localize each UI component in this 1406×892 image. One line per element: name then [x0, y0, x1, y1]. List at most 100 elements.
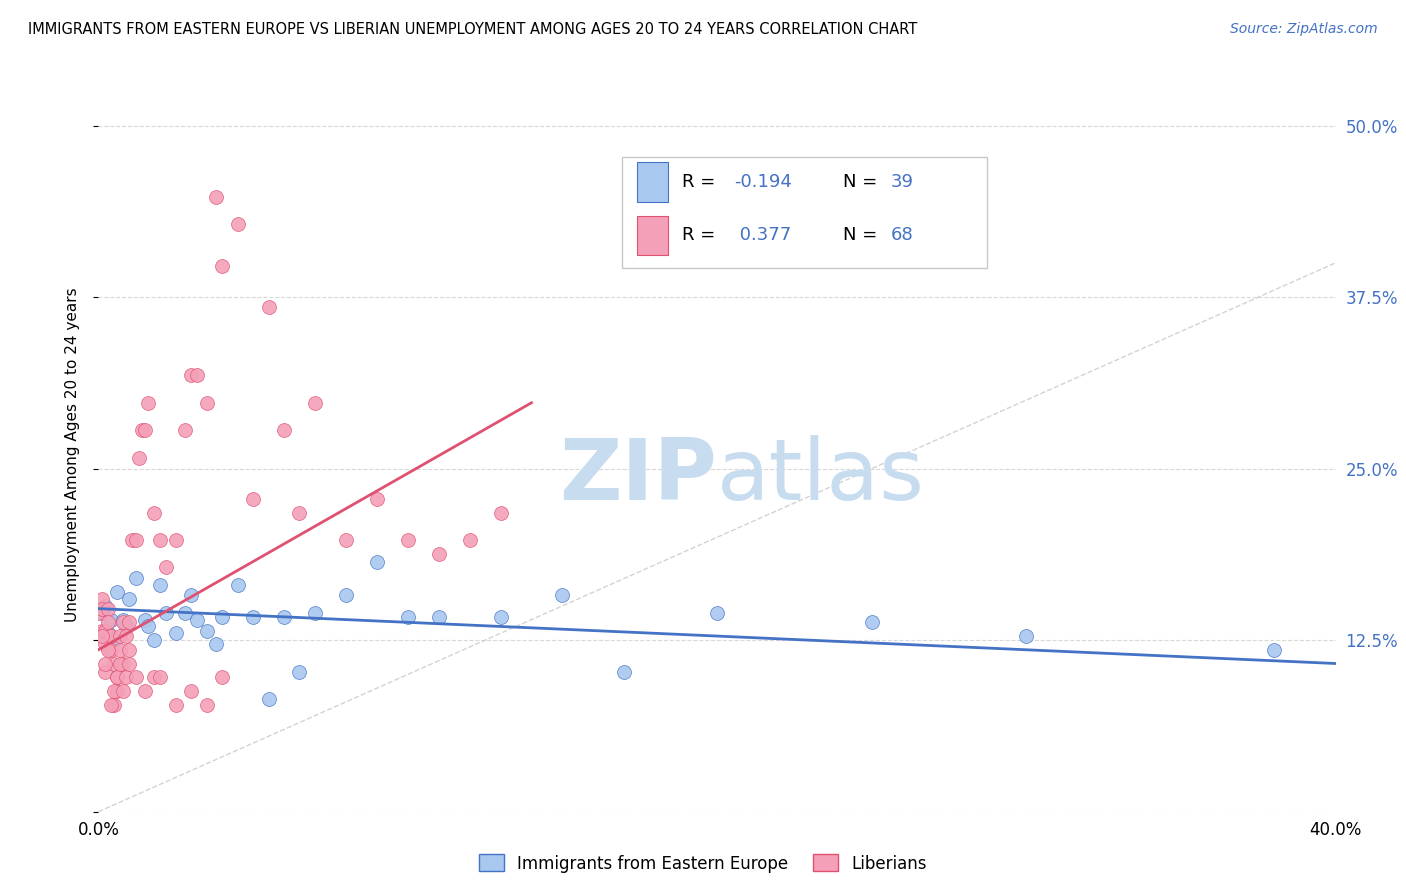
Point [103, 657, 125, 671]
Point [427, 610, 450, 624]
Point [90, 624, 112, 638]
Point [100, 629, 122, 643]
Point [304, 606, 326, 620]
Text: N =: N = [844, 227, 883, 244]
Point [108, 657, 131, 671]
Point [112, 615, 135, 630]
Point [613, 665, 636, 679]
Point [93, 599, 115, 613]
Point [149, 578, 172, 592]
Point [186, 613, 208, 627]
Point [136, 619, 159, 633]
Point [134, 684, 156, 698]
Point [93, 637, 115, 651]
Point [105, 670, 128, 684]
Point [115, 619, 138, 633]
Point [366, 491, 388, 506]
Point [90, 601, 112, 615]
Text: R =: R = [682, 173, 721, 191]
Point [93, 665, 115, 679]
Point [143, 670, 166, 684]
Point [489, 610, 512, 624]
Point [174, 606, 197, 620]
Point [97, 615, 120, 630]
Point [100, 613, 122, 627]
Point [288, 506, 311, 520]
Point [108, 642, 131, 657]
Point [128, 450, 150, 465]
Point [174, 423, 197, 437]
Point [242, 610, 264, 624]
Point [304, 396, 326, 410]
Point [100, 698, 122, 712]
Point [211, 610, 233, 624]
Point [149, 533, 172, 547]
Point [288, 665, 311, 679]
Point [458, 533, 481, 547]
Point [205, 190, 228, 204]
Point [489, 506, 512, 520]
Point [134, 423, 156, 437]
Point [366, 555, 388, 569]
Point [1015, 629, 1038, 643]
Point [112, 657, 135, 671]
Point [118, 642, 141, 657]
Point [257, 692, 280, 706]
Point [195, 396, 218, 410]
Point [180, 588, 202, 602]
Point [155, 560, 177, 574]
Point [134, 613, 156, 627]
Point [121, 533, 143, 547]
Point [118, 592, 141, 607]
Point [90, 592, 112, 607]
Point [124, 533, 146, 547]
Point [87, 606, 110, 620]
Point [115, 670, 138, 684]
Text: R =: R = [682, 227, 721, 244]
Point [195, 624, 218, 638]
Legend: Immigrants from Eastern Europe, Liberians: Immigrants from Eastern Europe, Liberian… [472, 847, 934, 880]
Point [103, 698, 125, 712]
Point [180, 684, 202, 698]
Point [165, 533, 187, 547]
Point [257, 300, 280, 314]
Point [211, 670, 233, 684]
Text: -0.194: -0.194 [734, 173, 792, 191]
Bar [637, 162, 668, 202]
Point [131, 423, 153, 437]
Point [165, 698, 187, 712]
Point [195, 698, 218, 712]
Point [118, 657, 141, 671]
Text: 68: 68 [890, 227, 912, 244]
Text: IMMIGRANTS FROM EASTERN EUROPE VS LIBERIAN UNEMPLOYMENT AMONG AGES 20 TO 24 YEAR: IMMIGRANTS FROM EASTERN EUROPE VS LIBERI… [28, 22, 917, 37]
Text: 39: 39 [890, 173, 914, 191]
Point [242, 491, 264, 506]
Point [97, 626, 120, 640]
Bar [637, 216, 668, 255]
Point [105, 585, 128, 599]
Point [551, 588, 574, 602]
Point [143, 506, 166, 520]
Point [180, 368, 202, 383]
Point [143, 633, 166, 648]
Point [124, 571, 146, 585]
Point [205, 637, 228, 651]
FancyBboxPatch shape [621, 157, 987, 268]
Point [105, 670, 128, 684]
Text: N =: N = [844, 173, 883, 191]
Point [90, 629, 112, 643]
Point [186, 368, 208, 383]
Point [108, 629, 131, 643]
Y-axis label: Unemployment Among Ages 20 to 24 years: Unemployment Among Ages 20 to 24 years [65, 287, 80, 623]
Point [97, 601, 120, 615]
Point [93, 657, 115, 671]
Point [136, 396, 159, 410]
Point [396, 610, 419, 624]
Point [860, 615, 883, 630]
Point [226, 218, 249, 232]
Point [396, 533, 419, 547]
Text: 0.377: 0.377 [734, 227, 792, 244]
Point [1263, 642, 1285, 657]
Point [112, 613, 135, 627]
Point [211, 259, 233, 273]
